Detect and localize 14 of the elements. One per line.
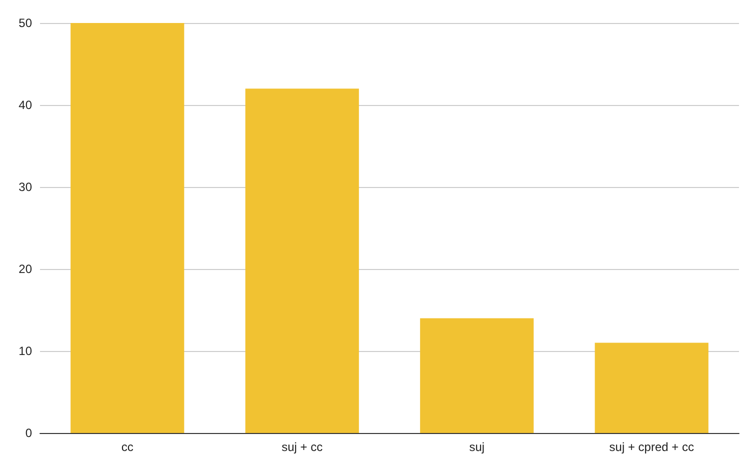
x-tick-label: cc	[121, 440, 134, 454]
y-tick-label: 20	[18, 262, 32, 276]
bar	[420, 318, 534, 433]
x-tick-label: suj + cc	[282, 440, 323, 454]
y-tick-label: 10	[18, 344, 32, 358]
bar	[245, 88, 359, 433]
y-tick-label: 50	[18, 16, 32, 30]
y-tick-label: 40	[18, 98, 32, 112]
bar	[70, 23, 184, 433]
y-tick-label: 0	[25, 426, 32, 440]
x-tick-label: suj + cpred + cc	[609, 440, 694, 454]
y-tick-label: 30	[18, 180, 32, 194]
x-tick-label: suj	[469, 440, 485, 454]
bar	[594, 342, 708, 433]
